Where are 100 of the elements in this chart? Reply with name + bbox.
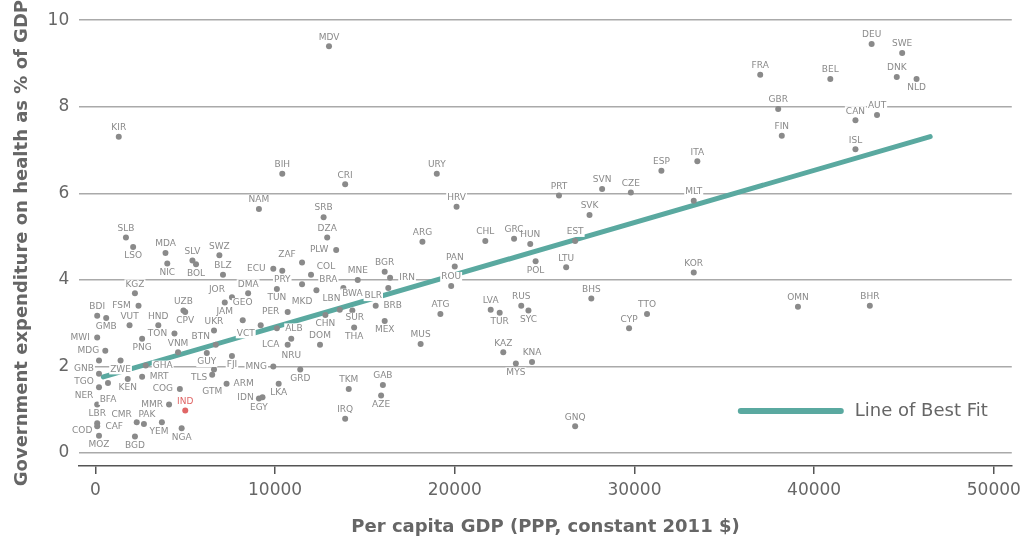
- data-label: GRD: [290, 372, 311, 383]
- data-label: LKA: [270, 387, 288, 398]
- data-label: BOL: [186, 267, 206, 278]
- x-tick-label: 50000: [966, 478, 1021, 499]
- data-label: MKD: [291, 295, 313, 306]
- data-label: LBN: [322, 292, 341, 303]
- data-label: THA: [343, 330, 365, 341]
- data-label: SWZ: [208, 240, 230, 251]
- data-label: YEM: [148, 426, 169, 437]
- data-label: GMB: [95, 321, 117, 332]
- data-label: MDG: [77, 345, 100, 356]
- data-label: BLR: [364, 290, 383, 301]
- data-label: CYP: [620, 313, 639, 324]
- data-label: UZB: [174, 295, 193, 306]
- data-label: AZE: [372, 398, 391, 409]
- data-label: LSO: [124, 250, 143, 261]
- data-label: BGD: [124, 439, 145, 450]
- data-label: TGO: [73, 376, 94, 387]
- data-label: DNK: [886, 62, 908, 73]
- data-label: KOR: [684, 257, 704, 268]
- data-label: RUS: [511, 291, 531, 302]
- data-label: KAZ: [494, 337, 513, 348]
- data-label: NIC: [159, 266, 176, 277]
- data-label: MOZ: [88, 439, 110, 450]
- data-label: IRQ: [337, 404, 354, 415]
- data-label: UKR: [204, 315, 224, 326]
- data-label: BEL: [821, 64, 839, 75]
- data-label: KGZ: [125, 278, 145, 289]
- data-label: ATG: [431, 299, 450, 310]
- data-label: ITA: [690, 146, 705, 157]
- data-label: FIN: [774, 121, 790, 132]
- data-label: POL: [526, 264, 545, 275]
- data-label: MDA: [155, 238, 177, 249]
- data-label: MNG: [245, 360, 268, 371]
- data-label: PAN: [445, 251, 464, 262]
- x-tick-label: 40000: [787, 478, 842, 499]
- x-tick-label: 30000: [607, 478, 662, 499]
- data-label: NLD: [907, 82, 926, 93]
- data-label: FJI: [226, 359, 238, 370]
- data-label: GUY: [197, 356, 217, 367]
- data-label: BRB: [383, 300, 403, 311]
- data-label: IDN: [237, 391, 254, 402]
- data-label: LTU: [558, 252, 575, 263]
- data-label: BIH: [274, 159, 291, 170]
- data-label: BFA: [99, 394, 118, 405]
- data-label: GNQ: [564, 411, 586, 422]
- data-label: OMN: [787, 292, 809, 303]
- data-label: SLV: [184, 245, 202, 256]
- y-tick-label: 0: [58, 441, 70, 462]
- data-label: PAK: [138, 408, 157, 419]
- data-label: BGR: [375, 257, 395, 268]
- data-label: SVN: [592, 174, 612, 185]
- data-label: DMA: [237, 278, 260, 289]
- data-label: URY: [427, 159, 447, 170]
- data-label: ZAF: [278, 248, 296, 259]
- data-label: SLB: [117, 222, 135, 233]
- data-label: SRB: [314, 202, 333, 213]
- data-label: BHR: [860, 291, 880, 302]
- x-tick-label: 20000: [427, 478, 482, 499]
- data-label: MMR: [141, 398, 163, 409]
- data-label: TUN: [266, 292, 287, 303]
- data-label: SYC: [519, 313, 537, 324]
- data-label: COD: [72, 425, 93, 436]
- data-label: ECU: [247, 262, 266, 273]
- data-label: AUT: [867, 100, 887, 111]
- data-label: LCA: [261, 339, 281, 350]
- data-label: HRV: [447, 192, 467, 203]
- data-label: VCT: [236, 327, 256, 338]
- data-label: TLS: [189, 371, 208, 382]
- data-label: NGA: [171, 431, 193, 442]
- data-label: GAB: [373, 370, 393, 381]
- data-label: CHL: [476, 226, 495, 237]
- data-label: HND: [148, 310, 169, 321]
- data-label: TON: [146, 327, 168, 338]
- data-label: CHN: [315, 318, 336, 329]
- data-label: ESP: [652, 156, 671, 167]
- text: Line of Best Fit: [854, 398, 988, 420]
- data-label: DOM: [309, 330, 331, 341]
- data-label: LBR: [88, 407, 106, 418]
- data-label: KNA: [522, 347, 543, 358]
- data-label: SVK: [580, 200, 600, 211]
- data-label: ARM: [233, 378, 254, 389]
- data-label: BDI: [89, 301, 106, 312]
- data-label: BTN: [191, 331, 210, 342]
- x-tick-label: 10000: [248, 478, 303, 499]
- data-label: ISL: [848, 134, 863, 145]
- data-label: GBR: [768, 94, 788, 105]
- data-label: GEO: [232, 297, 253, 308]
- data-label: MNE: [347, 265, 369, 276]
- data-label: MWI: [70, 331, 90, 342]
- data-label: TTO: [637, 299, 656, 310]
- data-label: PLW: [309, 244, 329, 255]
- data-label: PER: [261, 306, 280, 317]
- data-label: ALB: [285, 322, 303, 333]
- data-label: GTM: [202, 386, 223, 397]
- data-label: JAM: [215, 305, 233, 316]
- data-label: EGY: [250, 401, 269, 412]
- data-label: VNM: [167, 337, 189, 348]
- data-label: VUT: [120, 310, 140, 321]
- data-label: CAN: [845, 105, 866, 116]
